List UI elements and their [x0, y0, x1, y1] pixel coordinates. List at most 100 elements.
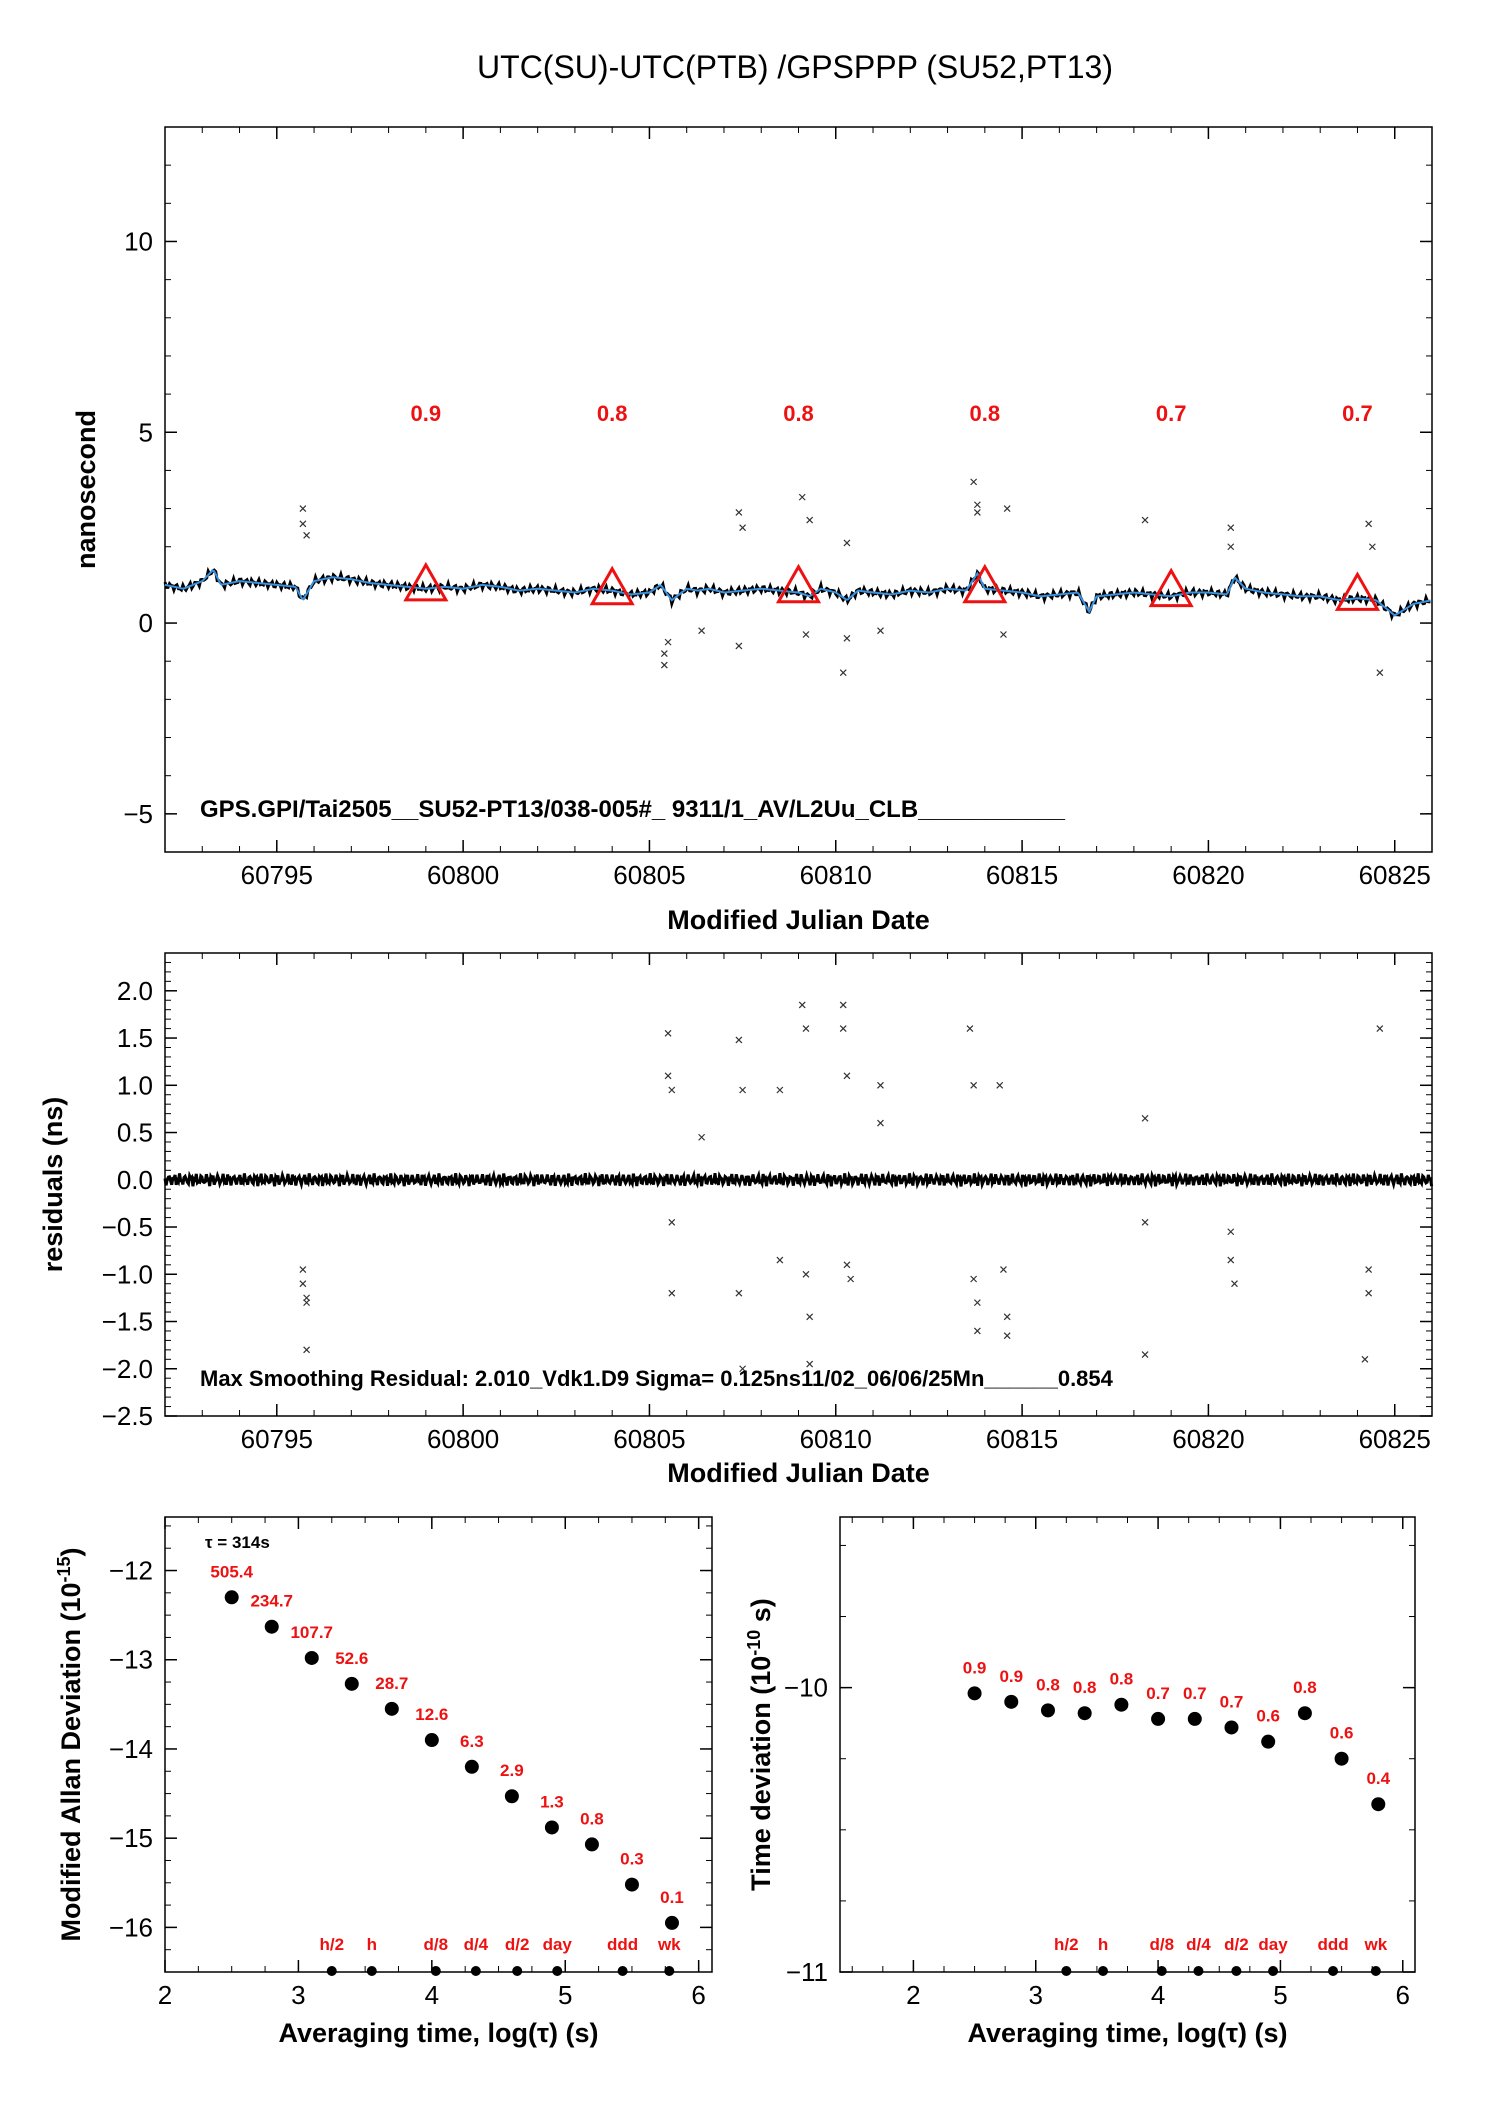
mod-allan-point — [424, 1733, 439, 1748]
residuals-axis-ticks: 60795 60800 60805 60810 60815 60820 60825 −2.5 −… — [102, 953, 1433, 1454]
time-deviation-time-marker — [1268, 1966, 1279, 1976]
y-tick-label: 1.5 — [117, 1023, 153, 1053]
mod-allan-point — [624, 1877, 639, 1892]
residual-outlier-point — [776, 1086, 784, 1094]
offset-outlier-point — [303, 531, 311, 539]
residual-outlier-point — [735, 1036, 743, 1044]
time-deviation-time-marker — [1061, 1966, 1072, 1976]
offset-source-note: GPS.GPI/Tai2505__SU52-PT13/038-005#_ 931… — [200, 796, 1066, 823]
offset-outlier-point — [299, 505, 307, 513]
x-tick-label: 60815 — [986, 860, 1058, 890]
offset-triangle-label: 0.7 — [1342, 401, 1373, 426]
residuals-scatter-points — [299, 1001, 1384, 1373]
x-tick-label: 60820 — [1172, 1424, 1244, 1454]
residual-outlier-point — [806, 1313, 814, 1321]
residual-outlier-point — [798, 1001, 806, 1009]
time-deviation-time-marker-label: day — [1258, 1935, 1288, 1954]
offset-triangle-label: 0.8 — [783, 401, 814, 426]
offset-smoothed-line — [164, 569, 1431, 617]
residual-outlier-point — [735, 1289, 743, 1297]
time-deviation-point — [1334, 1751, 1349, 1766]
y-tick-label: −10 — [784, 1673, 828, 1703]
residual-outlier-point — [668, 1289, 676, 1297]
offset-outlier-point — [1003, 505, 1011, 513]
y-label-main: Time deviation (10 — [746, 1656, 776, 1891]
residual-outlier-point — [1361, 1355, 1369, 1363]
offset-triangle-label: 0.9 — [411, 401, 442, 426]
x-tick-label: 60805 — [613, 860, 685, 890]
offset-outlier-point — [970, 478, 978, 486]
figure-title: UTC(SU)-UTC(PTB) /GPSPPP (SU52,PT13) — [477, 49, 1113, 85]
mod-allan-point-label: 12.6 — [415, 1705, 448, 1724]
time-deviation-point — [1077, 1706, 1092, 1721]
residual-outlier-point — [966, 1025, 974, 1033]
time-deviation-point — [1114, 1697, 1129, 1712]
time-deviation-point-label: 0.7 — [1183, 1684, 1207, 1703]
residual-outlier-point — [877, 1081, 884, 1089]
time-deviation-point-label: 0.6 — [1330, 1724, 1354, 1743]
mod-allan-point-label: 28.7 — [375, 1674, 408, 1693]
residual-outlier-point — [1141, 1351, 1149, 1359]
residual-outlier-point — [802, 1270, 810, 1278]
residual-outlier-point — [973, 1327, 981, 1335]
y-tick-label: 2.0 — [117, 976, 153, 1006]
y-tick-label: 1.0 — [117, 1070, 153, 1100]
residual-outlier-point — [806, 1360, 814, 1368]
x-tick-label: 60810 — [800, 860, 872, 890]
residual-outlier-point — [303, 1346, 311, 1354]
x-tick-label: 2 — [158, 1980, 172, 2010]
residual-outlier-point — [668, 1218, 676, 1226]
time-deviation-point — [1261, 1734, 1276, 1749]
y-tick-label: −15 — [109, 1823, 153, 1853]
y-tick-label: −5 — [123, 799, 153, 829]
mod-allan-point-label: 52.6 — [335, 1649, 368, 1668]
time-deviation-point-label: 0.4 — [1366, 1769, 1390, 1788]
time-deviation-time-markers: h/2 h d/8 d/4 d/2 day ddd wk — [1054, 1935, 1388, 1976]
x-tick-label: 5 — [1273, 1980, 1287, 2010]
x-tick-label: 60820 — [1172, 860, 1244, 890]
offset-outlier-point — [973, 501, 981, 509]
residuals-x-axis-label: Modified Julian Date — [667, 1458, 930, 1488]
time-deviation-time-marker-label: ddd — [1317, 1935, 1348, 1954]
mod-allan-point — [304, 1650, 319, 1665]
time-deviation-point — [1187, 1711, 1202, 1726]
mod-allan-point-label: 0.1 — [660, 1888, 684, 1907]
offset-outlier-point — [660, 661, 668, 669]
offset-outlier-point — [839, 669, 847, 677]
mod-allan-point — [504, 1789, 519, 1804]
offset-outlier-point — [1141, 516, 1149, 524]
residual-outlier-point — [996, 1081, 1004, 1089]
mod-allan-point — [344, 1676, 359, 1691]
mod-allan-tau-note: τ = 314s — [205, 1533, 270, 1552]
time-deviation-time-marker — [1193, 1966, 1204, 1976]
x-tick-label: 4 — [425, 1980, 439, 2010]
offset-outlier-point — [1000, 631, 1007, 638]
offset-outlier-point — [1365, 520, 1373, 528]
y-tick-label: 5 — [139, 417, 153, 447]
y-label-unit: ) — [56, 1547, 86, 1556]
mod-allan-time-marker — [470, 1966, 481, 1976]
time-deviation-time-marker-label: d/2 — [1224, 1935, 1249, 1954]
residual-outlier-point — [664, 1072, 672, 1080]
offset-triangle-marker — [403, 561, 449, 602]
mod-allan-point-label: 6.3 — [460, 1732, 484, 1751]
residuals-summary-note: Max Smoothing Residual: 2.010_Vdk1.D9 Si… — [200, 1366, 1114, 1391]
mod-allan-point-label: 505.4 — [210, 1562, 253, 1581]
mod-allan-time-marker — [366, 1966, 377, 1976]
offset-outlier-point — [843, 539, 851, 547]
time-deviation-y-axis-label: Time deviation (10-10 s) — [744, 1598, 776, 1891]
x-tick-label: 6 — [1396, 1980, 1410, 2010]
time-deviation-point-label: 0.8 — [1073, 1678, 1097, 1697]
offset-outlier-point — [806, 516, 814, 524]
offset-outlier-point — [1376, 669, 1384, 677]
residual-outlier-point — [839, 1001, 847, 1009]
offset-y-axis-label: nanosecond — [71, 410, 101, 569]
residuals-panel: 60795 60800 60805 60810 60815 60820 60825 −2.5 −… — [38, 952, 1434, 1488]
residual-outlier-point — [839, 1025, 847, 1033]
y-tick-label: 0.0 — [117, 1165, 153, 1195]
x-tick-label: 60805 — [613, 1424, 685, 1454]
mod-allan-time-marker-label: h — [367, 1935, 377, 1954]
residual-outlier-point — [1003, 1332, 1011, 1340]
offset-scatter-points — [299, 478, 1384, 677]
